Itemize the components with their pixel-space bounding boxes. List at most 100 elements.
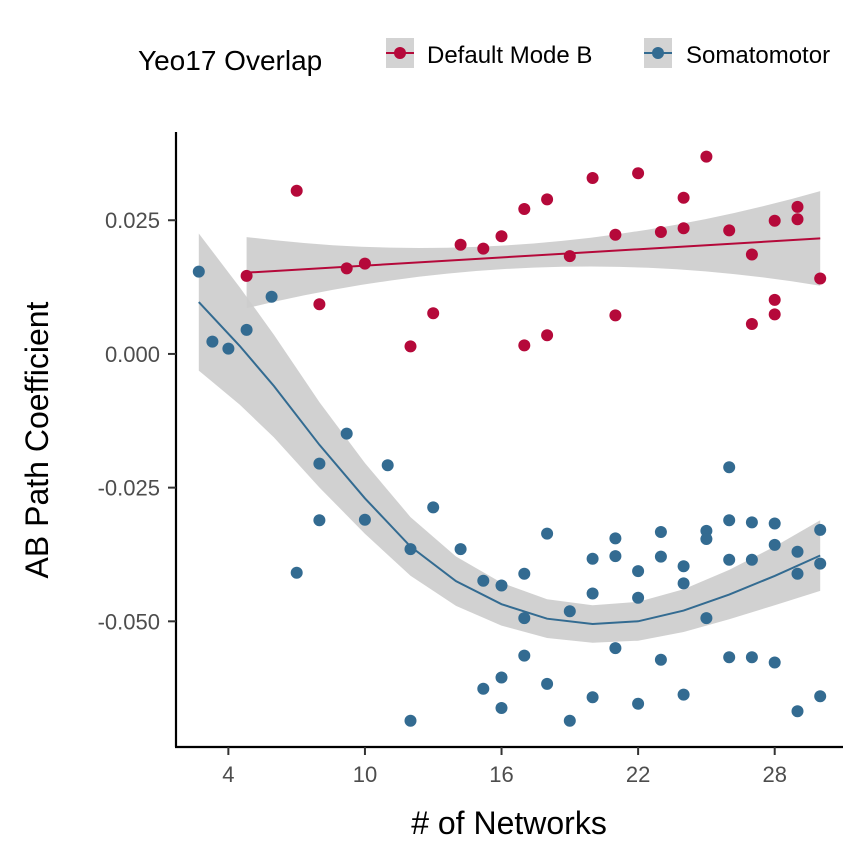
data-point-somatomotor	[586, 587, 599, 600]
data-point-somatomotor	[358, 513, 371, 526]
data-point-somatomotor	[723, 514, 736, 527]
legend-key-point	[652, 47, 664, 59]
data-point-somatomotor	[654, 653, 667, 666]
axis-ticks: 4 10 16 22 28 0.025 0.000 -0.025 -0.050	[98, 208, 787, 787]
data-point-default-mode-b	[791, 200, 804, 213]
data-point-somatomotor	[723, 553, 736, 566]
data-point-somatomotor	[313, 457, 326, 470]
data-point-default-mode-b	[609, 228, 622, 241]
data-point-default-mode-b	[495, 230, 508, 243]
data-point-somatomotor	[814, 690, 827, 703]
data-point-somatomotor	[477, 574, 490, 587]
data-point-somatomotor	[609, 642, 622, 655]
x-tick-label: 28	[762, 762, 786, 787]
data-point-somatomotor	[745, 553, 758, 566]
data-point-somatomotor	[814, 557, 827, 570]
data-point-somatomotor	[563, 605, 576, 618]
data-point-somatomotor	[563, 714, 576, 727]
data-point-somatomotor	[632, 697, 645, 710]
data-point-somatomotor	[791, 545, 804, 558]
data-point-somatomotor	[518, 612, 531, 625]
data-point-somatomotor	[222, 342, 235, 355]
y-tick-label: 0.025	[105, 208, 160, 233]
data-point-somatomotor	[240, 323, 253, 336]
data-point-default-mode-b	[768, 308, 781, 321]
data-point-somatomotor	[609, 550, 622, 563]
data-point-somatomotor	[495, 671, 508, 684]
y-tick-label: -0.025	[98, 476, 160, 501]
data-point-default-mode-b	[454, 238, 467, 251]
data-point-somatomotor	[677, 577, 690, 590]
data-point-somatomotor	[541, 527, 554, 540]
data-point-somatomotor	[518, 649, 531, 662]
confidence-band-default-mode-b	[246, 191, 821, 309]
data-point-somatomotor	[586, 691, 599, 704]
plot-area	[192, 150, 827, 727]
legend-key-default-mode-b	[386, 38, 414, 68]
data-point-somatomotor	[265, 290, 278, 303]
data-point-somatomotor	[632, 591, 645, 604]
legend: Yeo17 Overlap Default Mode B Somatomotor	[138, 38, 830, 76]
legend-label-default-mode-b: Default Mode B	[427, 42, 592, 69]
data-point-default-mode-b	[791, 213, 804, 226]
data-point-default-mode-b	[768, 214, 781, 227]
data-point-default-mode-b	[340, 262, 353, 275]
data-point-somatomotor	[768, 517, 781, 530]
data-point-somatomotor	[290, 566, 303, 579]
data-point-default-mode-b	[677, 191, 690, 204]
data-point-default-mode-b	[427, 307, 440, 320]
data-point-somatomotor	[700, 533, 713, 545]
data-point-default-mode-b	[723, 224, 736, 237]
data-point-default-mode-b	[358, 257, 371, 270]
data-point-somatomotor	[404, 543, 417, 556]
data-point-somatomotor	[340, 427, 353, 440]
data-point-somatomotor	[609, 532, 622, 545]
data-point-somatomotor	[723, 461, 736, 474]
data-point-somatomotor	[454, 543, 467, 556]
legend-title: Yeo17 Overlap	[138, 45, 322, 76]
data-point-somatomotor	[632, 565, 645, 578]
data-point-somatomotor	[768, 656, 781, 669]
legend-key-somatomotor	[644, 38, 672, 68]
data-point-somatomotor	[745, 651, 758, 664]
data-point-somatomotor	[518, 567, 531, 580]
x-tick-label: 10	[353, 762, 377, 787]
data-point-somatomotor	[723, 651, 736, 664]
legend-label-somatomotor: Somatomotor	[686, 42, 830, 69]
data-point-somatomotor	[404, 714, 417, 727]
data-point-somatomotor	[206, 335, 219, 348]
data-point-somatomotor	[745, 516, 758, 529]
x-axis-title: # of Networks	[411, 805, 607, 841]
data-point-default-mode-b	[654, 226, 667, 238]
confidence-band-somatomotor	[198, 233, 821, 643]
data-point-somatomotor	[654, 526, 667, 538]
data-point-somatomotor	[700, 612, 713, 625]
data-point-somatomotor	[814, 523, 827, 536]
legend-key-point	[394, 47, 406, 59]
data-point-somatomotor	[654, 550, 667, 563]
trend-line-somatomotor	[198, 301, 821, 626]
data-point-default-mode-b	[632, 167, 645, 180]
data-point-default-mode-b	[240, 269, 253, 282]
data-point-default-mode-b	[541, 193, 554, 206]
y-axis-title: AB Path Coefficient	[19, 301, 55, 578]
data-point-default-mode-b	[609, 309, 622, 322]
data-point-default-mode-b	[700, 150, 713, 163]
data-point-somatomotor	[791, 705, 804, 718]
y-tick-label: -0.050	[98, 609, 160, 634]
data-point-default-mode-b	[677, 222, 690, 235]
data-point-default-mode-b	[586, 172, 599, 184]
data-point-somatomotor	[586, 552, 599, 565]
data-point-default-mode-b	[563, 250, 576, 263]
y-tick-label: 0.000	[105, 342, 160, 367]
data-point-somatomotor	[381, 459, 394, 472]
data-point-somatomotor	[495, 579, 508, 592]
x-tick-label: 22	[626, 762, 650, 787]
data-point-default-mode-b	[518, 339, 531, 352]
data-point-default-mode-b	[768, 293, 781, 306]
data-point-default-mode-b	[541, 329, 554, 342]
x-tick-label: 16	[489, 762, 513, 787]
data-point-somatomotor	[427, 501, 440, 514]
data-point-somatomotor	[192, 265, 205, 278]
